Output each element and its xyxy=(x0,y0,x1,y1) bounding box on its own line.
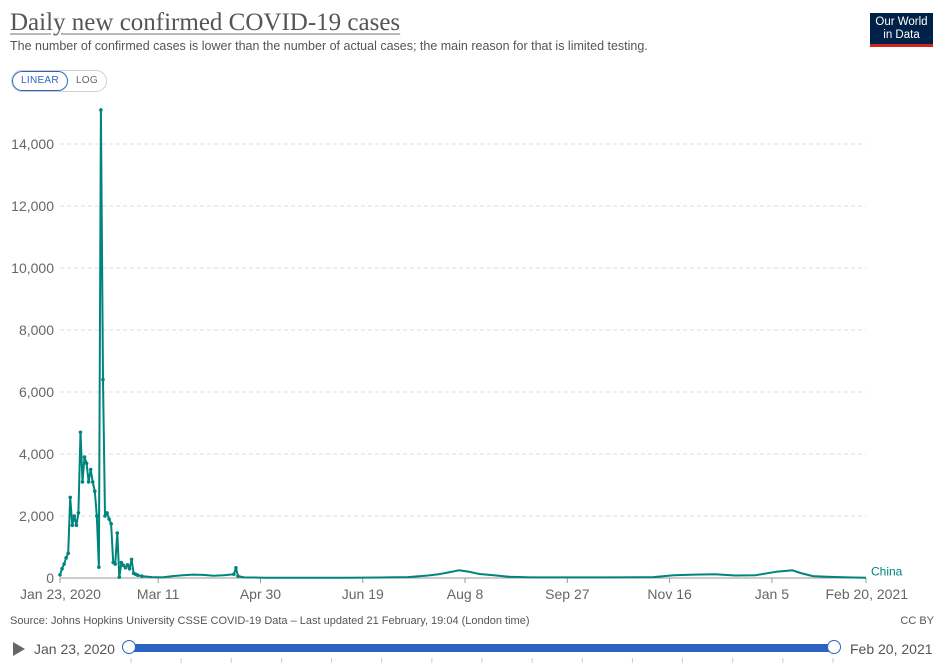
y-tick-label: 12,000 xyxy=(11,198,54,214)
y-tick-label: 14,000 xyxy=(11,136,54,152)
data-point xyxy=(64,556,68,560)
data-point xyxy=(135,573,140,578)
data-point xyxy=(72,514,77,518)
data-point xyxy=(232,572,236,577)
data-point xyxy=(86,480,91,484)
x-tick-label: Apr 30 xyxy=(240,586,281,602)
data-point xyxy=(74,523,79,528)
data-point xyxy=(68,495,73,500)
y-axis-labels: 0 2,000 4,000 6,000 8,000 10,000 12,000 14,000 xyxy=(11,136,54,586)
data-point xyxy=(236,574,240,578)
data-point xyxy=(103,514,107,518)
log-scale-button[interactable]: LOG xyxy=(75,75,98,86)
data-point xyxy=(129,557,134,562)
data-point xyxy=(62,562,66,566)
y-tick-label: 10,000 xyxy=(11,260,54,276)
data-point xyxy=(119,560,124,565)
data-point xyxy=(101,377,105,382)
x-tick-label: Jan 5 xyxy=(755,586,789,602)
series-line-china[interactable] xyxy=(59,108,867,579)
data-point xyxy=(58,573,62,577)
x-tick-label: Jan 23, 2020 xyxy=(20,586,101,602)
x-tick-label: Jun 19 xyxy=(342,586,384,602)
logo-line-2: in Data xyxy=(883,28,920,41)
data-point xyxy=(105,511,109,515)
data-point xyxy=(109,521,113,526)
data-point xyxy=(66,551,70,555)
data-point xyxy=(140,574,144,578)
timeline-end-handle[interactable] xyxy=(827,640,841,654)
linear-scale-button[interactable]: LINEAR xyxy=(12,71,68,91)
timeline-end-label: Feb 20, 2021 xyxy=(850,641,933,657)
x-tick-label: Nov 16 xyxy=(647,586,692,602)
y-tick-label: 6,000 xyxy=(19,384,54,400)
data-point xyxy=(95,514,99,518)
play-icon[interactable] xyxy=(13,642,25,656)
x-tick-label: Sep 27 xyxy=(545,586,590,602)
data-point xyxy=(80,480,85,484)
scale-toggle: LINEAR LOG xyxy=(11,70,107,92)
owid-logo[interactable]: Our World in Data xyxy=(870,13,933,47)
data-point xyxy=(97,565,101,569)
series-label-china: China xyxy=(871,565,903,579)
license-link[interactable]: CC BY xyxy=(900,615,934,627)
data-point xyxy=(107,517,111,521)
data-point xyxy=(125,563,130,567)
data-point xyxy=(88,467,93,472)
data-point xyxy=(127,566,132,571)
y-tick-label: 2,000 xyxy=(19,508,54,524)
y-tick-label: 0 xyxy=(46,570,54,586)
data-point xyxy=(76,511,81,515)
x-tick-label: Aug 8 xyxy=(447,586,484,602)
source-note: Source: Johns Hopkins University CSSE CO… xyxy=(10,615,530,627)
data-point xyxy=(113,562,118,566)
y-tick-label: 8,000 xyxy=(19,322,54,338)
data-point xyxy=(115,531,120,535)
timeline: Jan 23, 2020 Feb 20, 2021 xyxy=(0,636,951,666)
data-point xyxy=(60,566,64,571)
timeline-start-handle[interactable] xyxy=(122,640,136,654)
x-axis-labels: Jan 23, 2020 Mar 11 Apr 30 Jun 19 Aug 8 Sep 2… xyxy=(20,586,908,602)
timeline-ticks xyxy=(130,658,834,663)
data-point xyxy=(123,565,128,570)
data-point xyxy=(234,565,238,570)
y-gridlines xyxy=(60,143,866,579)
chart-title: Daily new confirmed COVID-19 cases xyxy=(10,9,401,36)
data-point xyxy=(90,480,95,484)
data-point xyxy=(99,108,103,112)
line-chart: 02,0004,0006,0008,00010,00012,00014,000 … xyxy=(11,108,908,602)
y-tick-label: 4,000 xyxy=(19,446,54,462)
data-point xyxy=(117,575,122,579)
data-point xyxy=(84,461,89,466)
data-point xyxy=(92,489,97,494)
x-axis-ticks xyxy=(59,578,867,583)
logo-line-1: Our World xyxy=(875,16,928,28)
data-point xyxy=(78,430,83,435)
data-point xyxy=(82,455,87,459)
timeline-start-label: Jan 23, 2020 xyxy=(34,641,115,657)
data-point xyxy=(70,523,75,528)
x-tick-label: Mar 11 xyxy=(137,586,180,602)
series-group: China xyxy=(58,108,903,579)
data-point xyxy=(121,563,126,568)
x-tick-label: Feb 20, 2021 xyxy=(825,586,908,602)
timeline-track[interactable] xyxy=(130,644,834,652)
chart-subtitle: The number of confirmed cases is lower t… xyxy=(10,39,648,53)
